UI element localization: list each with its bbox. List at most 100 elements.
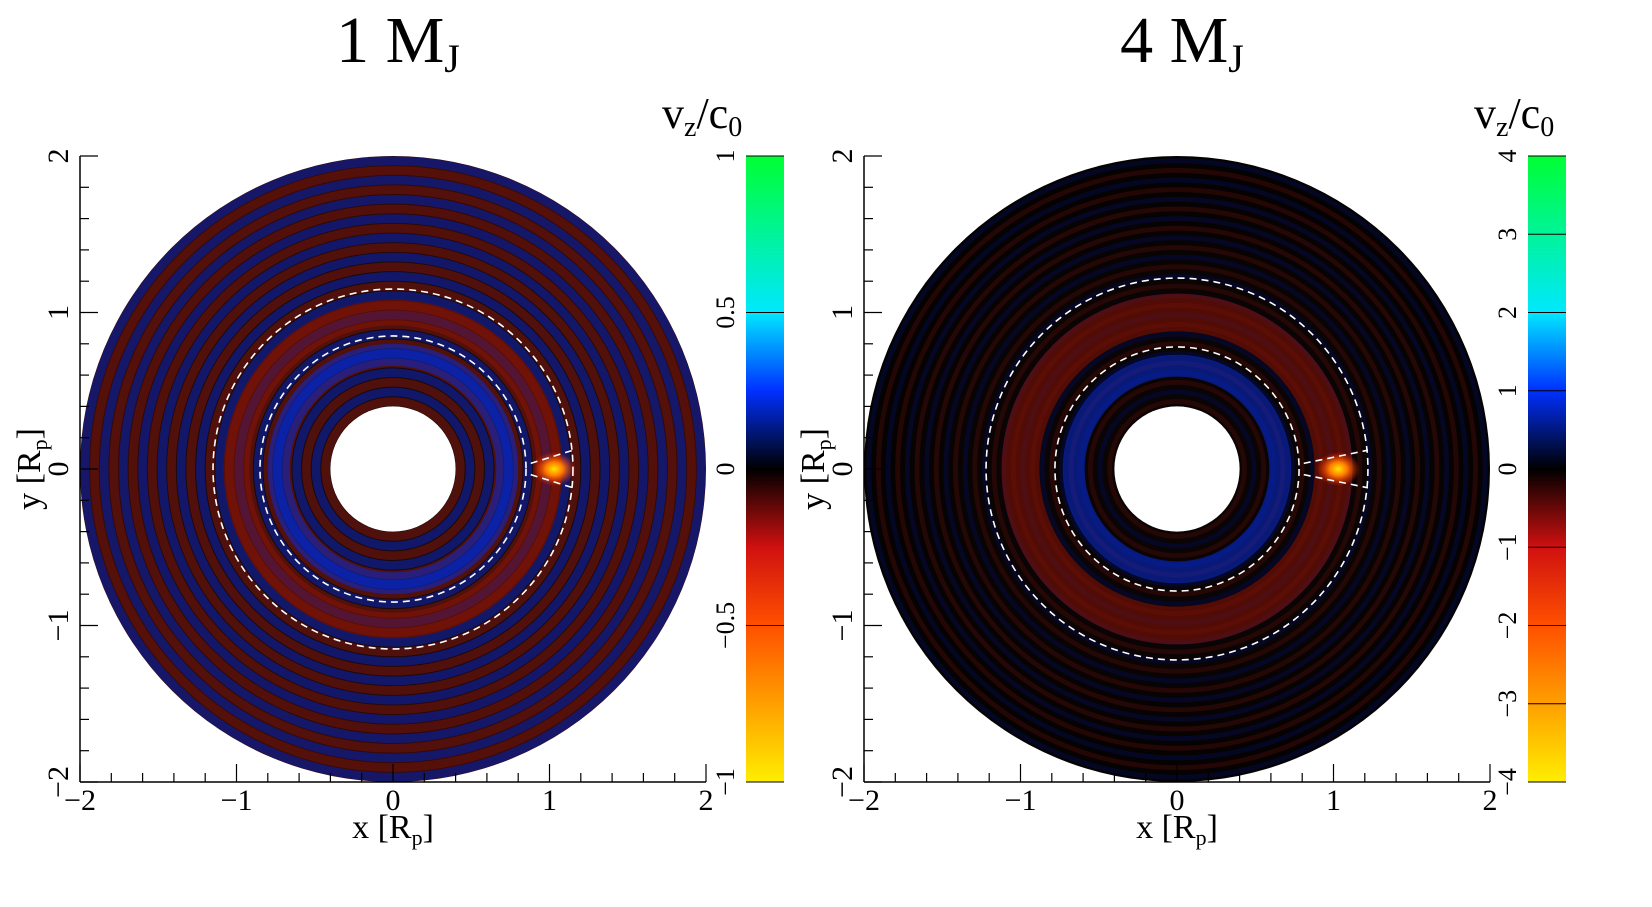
- inner-hole: [1114, 406, 1240, 532]
- x-axis-label: x [Rp]: [1136, 809, 1218, 850]
- ring-feature: [924, 216, 1430, 722]
- y-axis-label-end: ]: [795, 428, 832, 439]
- colorbar-1-label-v: v: [662, 89, 684, 138]
- inner-blue-band: [1062, 354, 1292, 584]
- ring-feature: [138, 214, 648, 724]
- ring-feature: [981, 273, 1373, 665]
- ring-feature: [176, 252, 610, 686]
- planet-hotspot: [1316, 451, 1361, 487]
- y-tick-label: 1: [42, 305, 75, 320]
- colorbar-2-label-0: 0: [1540, 112, 1555, 143]
- x-axis-label: x [Rp]: [352, 809, 434, 850]
- colorbar-tick-label: −1: [1493, 533, 1522, 561]
- planet-hotspot: [532, 451, 577, 487]
- ring-feature: [895, 187, 1459, 751]
- planet-wedge-line: [530, 473, 574, 489]
- panel-1-title: 1 MJ: [248, 8, 548, 79]
- ring-feature: [914, 206, 1440, 732]
- colorbar-2-label: vz/c0: [1474, 88, 1554, 144]
- colorbar-tick-label: 1: [711, 150, 740, 163]
- ring-feature: [109, 185, 677, 753]
- y-tick-label: 2: [826, 149, 859, 164]
- y-axis-label-end: ]: [11, 428, 48, 439]
- ring-feature: [157, 233, 629, 705]
- y-tick-label: −1: [826, 610, 859, 642]
- colorbar-tick-label: 2: [1493, 306, 1522, 319]
- panel-2-title: 4 MJ: [1032, 8, 1332, 79]
- ring-feature: [99, 175, 687, 763]
- colorbar-tick-label: −0.5: [711, 602, 740, 649]
- y-tick-label: 1: [826, 305, 859, 320]
- x-tick-label: 1: [1326, 784, 1341, 817]
- ring-feature: [186, 262, 600, 676]
- ring-feature: [253, 329, 533, 609]
- ring-feature: [1049, 341, 1305, 597]
- panel-2-title-text: 4 M: [1120, 4, 1229, 77]
- panel-1-title-sub: J: [444, 36, 460, 81]
- x-tick-label: −1: [221, 784, 253, 817]
- gap-inner-boundary: [259, 335, 527, 603]
- x-axis-label-end: ]: [423, 809, 434, 846]
- inner-blue-band: [267, 343, 519, 595]
- panel-2-title-sub: J: [1228, 36, 1244, 81]
- ring-feature: [128, 204, 658, 734]
- y-tick-label: 0: [826, 462, 859, 477]
- x-tick-label: 0: [1170, 784, 1185, 817]
- ring-feature: [196, 272, 590, 666]
- x-axis-label-end: ]: [1207, 809, 1218, 846]
- panel-1-title-text: 1 M: [336, 4, 445, 77]
- x-tick-label: 1: [542, 784, 557, 817]
- ring-feature: [943, 235, 1411, 703]
- colorbar-tick-label: −2: [1493, 612, 1522, 640]
- y-axis-label: y [Rp]: [795, 428, 836, 510]
- planet-wedge-line: [530, 449, 574, 465]
- ring-feature: [167, 243, 619, 695]
- y-axis-label-sub: p: [27, 439, 52, 450]
- colorbar-1-label-z: z: [684, 112, 697, 143]
- ring-feature: [301, 377, 485, 561]
- y-tick-label: 2: [42, 149, 75, 164]
- x-tick-label: −1: [1005, 784, 1037, 817]
- x-tick-label: 0: [386, 784, 401, 817]
- ring-feature: [119, 195, 667, 743]
- y-tick-label: −2: [826, 766, 859, 798]
- ring-feature: [311, 387, 475, 551]
- x-tick-label: −2: [64, 784, 96, 817]
- y-axis-label-sub: p: [811, 439, 836, 450]
- ring-feature: [962, 254, 1392, 684]
- colorbar-tick-label: 4: [1493, 150, 1522, 163]
- colorbar-1-label-0: 0: [728, 112, 743, 143]
- y-tick-label: 0: [42, 462, 75, 477]
- colorbar-tick-label: 0.5: [711, 296, 740, 329]
- ring-feature: [321, 397, 465, 541]
- x-tick-label: 2: [1483, 784, 1498, 817]
- ring-feature: [1087, 379, 1267, 559]
- ring-feature: [972, 264, 1382, 674]
- ring-feature: [885, 177, 1469, 761]
- ring-feature: [147, 223, 639, 715]
- gap-outer-boundary: [985, 277, 1369, 661]
- ring-feature: [933, 225, 1421, 713]
- panel-2: −2 −1 0 1 2 −2 −1 0 1 2 x [Rp] y [Rp] 4 3 2 1 0 −1 −2 −3 −4: [795, 149, 1566, 850]
- colorbar-2-label-c: /c: [1508, 89, 1541, 138]
- ring-feature: [953, 245, 1401, 693]
- x-tick-label: −2: [848, 784, 880, 817]
- colorbar-tick-label: 0: [711, 463, 740, 476]
- colorbar-1-label-c: /c: [696, 89, 729, 138]
- colorbar-1-label: vz/c0: [662, 88, 742, 144]
- colorbar-tick-label: −3: [1493, 690, 1522, 718]
- y-tick-label: −2: [42, 766, 75, 798]
- planet-wedge-line: [1303, 449, 1369, 465]
- gap-inner-boundary: [1054, 346, 1300, 592]
- planet-wedge-line: [1303, 473, 1369, 489]
- ring-feature: [292, 368, 494, 570]
- colorbar-tick-label: −1: [711, 768, 740, 796]
- inner-hole: [330, 406, 456, 532]
- ring-feature: [1039, 331, 1315, 607]
- colorbar-tick-label: −4: [1493, 768, 1522, 796]
- ring-feature: [1097, 389, 1257, 549]
- y-axis-label: y [Rp]: [11, 428, 52, 510]
- panel-1: −2 −1 0 1 2 −2 −1 0 1 2 x [Rp] y [Rp] 1 0.5 0 −0.5 −1: [11, 149, 784, 850]
- colorbar-2-label-z: z: [1496, 112, 1509, 143]
